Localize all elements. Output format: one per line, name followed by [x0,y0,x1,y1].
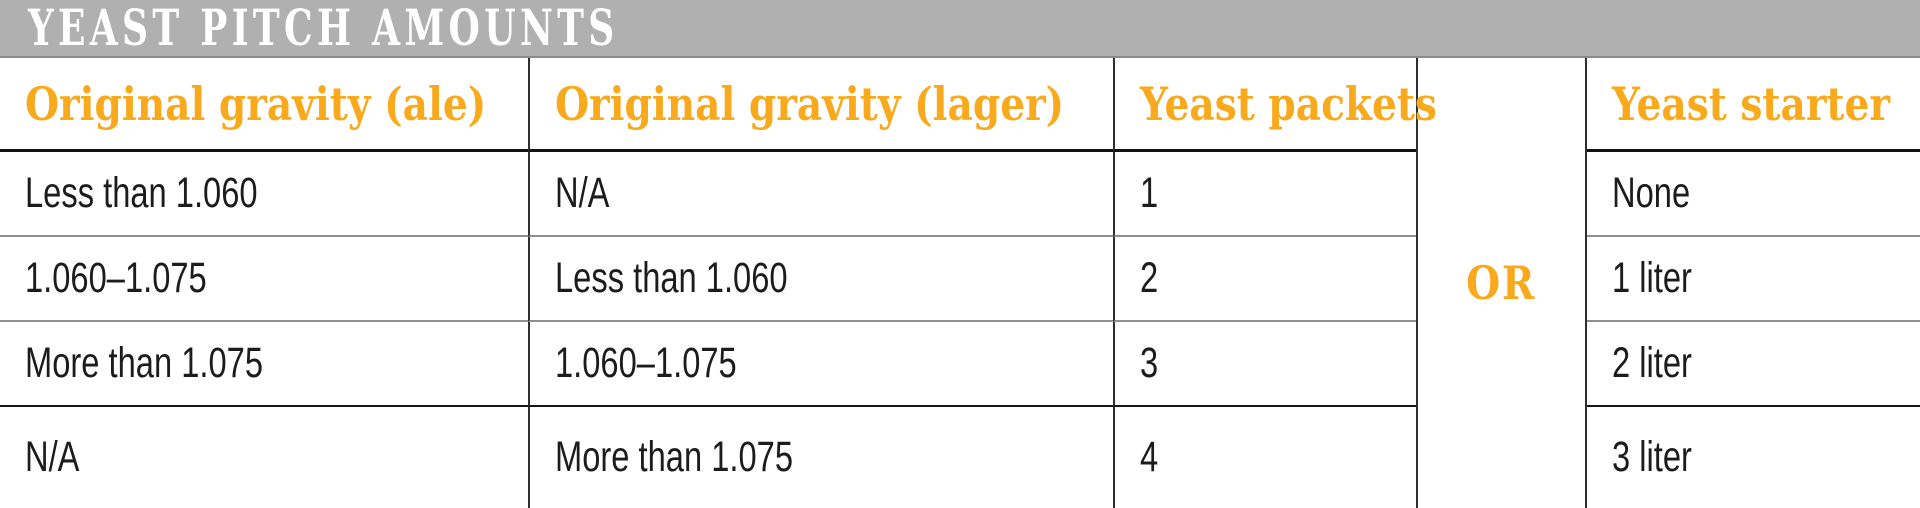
cell-value: 1 liter [1612,254,1692,302]
cell-value: 1 [1140,169,1159,217]
cell-row4-yeast-packets: 4 [1113,407,1416,508]
cell-row1-gravity-ale: Less than 1.060 [0,152,528,237]
cell-row3-yeast-packets: 3 [1113,322,1416,407]
cell-row4-gravity-ale: N/A [0,407,528,508]
column-header-label: Original gravity (ale) [25,76,487,131]
column-header-label: Original gravity (lager) [555,76,1065,131]
cell-value: 4 [1140,433,1159,481]
cell-value: None [1612,169,1691,217]
cell-value: 2 liter [1612,339,1692,387]
header-cell-original-gravity-ale: Original gravity (ale) [0,58,528,152]
or-connector-cell: OR [1416,58,1587,508]
header-cell-yeast-starter: Yeast starter [1587,58,1920,152]
table-title-bar: YEAST PITCH AMOUNTS [0,0,1920,58]
cell-value: N/A [25,433,80,481]
cell-value: N/A [555,169,610,217]
cell-row4-yeast-starter: 3 liter [1587,407,1920,508]
cell-row3-gravity-ale: More than 1.075 [0,322,528,407]
cell-row2-gravity-lager: Less than 1.060 [528,237,1113,322]
table-title: YEAST PITCH AMOUNTS [28,0,619,57]
cell-value: 1.060–1.075 [25,254,207,302]
cell-row2-yeast-packets: 2 [1113,237,1416,322]
cell-value: 3 [1140,339,1159,387]
table-grid: Original gravity (ale) Original gravity … [0,58,1920,508]
cell-value: 3 liter [1612,433,1692,481]
header-cell-yeast-packets: Yeast packets [1113,58,1437,152]
cell-value: More than 1.075 [25,339,264,387]
cell-row2-gravity-ale: 1.060–1.075 [0,237,528,322]
cell-value: More than 1.075 [555,433,794,481]
cell-value: 1.060–1.075 [555,339,737,387]
cell-row2-yeast-starter: 1 liter [1587,237,1920,322]
cell-row3-gravity-lager: 1.060–1.075 [528,322,1113,407]
cell-row1-gravity-lager: N/A [528,152,1113,237]
column-header-label: Yeast packets [1140,76,1437,131]
cell-row1-yeast-starter: None [1587,152,1920,237]
or-label: OR [1466,256,1537,310]
cell-value: 2 [1140,254,1159,302]
cell-value: Less than 1.060 [25,169,258,217]
cell-row3-yeast-starter: 2 liter [1587,322,1920,407]
header-cell-original-gravity-lager: Original gravity (lager) [528,58,1113,152]
cell-row1-yeast-packets: 1 [1113,152,1416,237]
cell-row4-gravity-lager: More than 1.075 [528,407,1113,508]
cell-value: Less than 1.060 [555,254,788,302]
column-header-label: Yeast starter [1612,76,1890,131]
